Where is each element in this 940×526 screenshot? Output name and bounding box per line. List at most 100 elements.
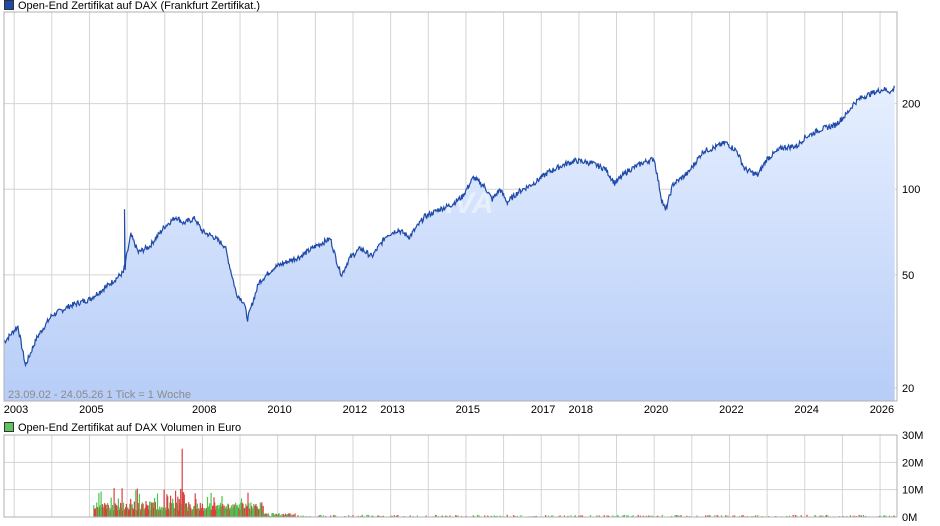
volume-bar bbox=[241, 502, 243, 517]
volume-bar bbox=[194, 493, 196, 517]
volume-bar bbox=[150, 501, 152, 517]
volume-bar bbox=[322, 515, 324, 517]
volume-bar bbox=[255, 503, 257, 517]
price-legend-label: Open-End Zertifikat auf DAX (Frankfurt Z… bbox=[18, 0, 261, 12]
volume-bar bbox=[207, 506, 209, 517]
volume-bar bbox=[686, 515, 688, 517]
volume-bar bbox=[198, 508, 200, 517]
volume-bar bbox=[101, 504, 104, 517]
volume-bar bbox=[465, 515, 467, 517]
volume-bar bbox=[164, 507, 167, 517]
volume-bar bbox=[825, 515, 827, 517]
volume-bar bbox=[132, 508, 134, 517]
volume-bar bbox=[639, 515, 641, 517]
volume-bar bbox=[240, 498, 243, 517]
volume-y-tick-label: 10M bbox=[902, 485, 923, 497]
volume-bar bbox=[680, 515, 682, 517]
volume-bar bbox=[496, 515, 498, 517]
volume-bar bbox=[254, 505, 256, 517]
x-tick-label: 2012 bbox=[343, 404, 367, 416]
volume-grid bbox=[4, 434, 897, 518]
volume-bar bbox=[330, 515, 332, 517]
volume-bar bbox=[100, 491, 102, 517]
volume-bar bbox=[393, 515, 395, 517]
volume-bar bbox=[266, 514, 268, 517]
volume-bar bbox=[164, 509, 166, 517]
volume-bar bbox=[208, 506, 210, 517]
volume-bar bbox=[136, 488, 138, 517]
volume-bar bbox=[425, 515, 427, 517]
volume-bar bbox=[499, 515, 501, 517]
volume-bar bbox=[320, 515, 322, 517]
volume-bar bbox=[204, 510, 206, 517]
volume-bar bbox=[657, 515, 659, 517]
volume-bar bbox=[215, 506, 217, 517]
volume-bar bbox=[126, 507, 128, 517]
volume-bar bbox=[814, 515, 816, 517]
price-y-tick-label: 50 bbox=[902, 270, 914, 282]
volume-bar bbox=[258, 509, 260, 517]
volume-bar bbox=[168, 510, 170, 517]
volume-bar bbox=[849, 515, 851, 517]
volume-bar bbox=[567, 515, 569, 517]
volume-bar bbox=[147, 505, 149, 517]
volume-bar bbox=[225, 508, 227, 517]
volume-bar bbox=[227, 504, 230, 517]
volume-bar bbox=[221, 496, 223, 517]
volume-bar bbox=[104, 503, 106, 517]
volume-bar bbox=[161, 506, 163, 517]
volume-bar bbox=[292, 515, 294, 517]
volume-bar bbox=[228, 508, 230, 517]
volume-bar bbox=[230, 507, 232, 517]
volume-bar bbox=[487, 515, 489, 517]
volume-bar bbox=[180, 488, 182, 517]
volume-bar bbox=[219, 507, 221, 517]
volume-bars bbox=[93, 448, 896, 517]
volume-bar bbox=[239, 509, 241, 517]
volume-bar bbox=[193, 506, 195, 517]
volume-bar bbox=[157, 508, 159, 517]
volume-bar bbox=[149, 510, 151, 517]
volume-bar bbox=[154, 497, 156, 517]
x-tick-label: 2024 bbox=[794, 404, 818, 416]
volume-bar bbox=[819, 515, 821, 517]
price-y-tick-label: 100 bbox=[902, 184, 920, 196]
volume-bar bbox=[117, 510, 119, 517]
volume-bar bbox=[227, 503, 229, 517]
volume-bar bbox=[188, 502, 190, 517]
volume-bar bbox=[175, 502, 177, 517]
volume-bar bbox=[103, 505, 105, 517]
volume-bar bbox=[360, 515, 362, 517]
volume-bar bbox=[95, 508, 97, 517]
volume-bar bbox=[171, 503, 173, 517]
volume-bar bbox=[146, 505, 148, 517]
volume-bar bbox=[133, 501, 135, 517]
volume-bar bbox=[792, 514, 794, 517]
volume-bar bbox=[559, 515, 561, 517]
volume-bar bbox=[333, 515, 335, 517]
volume-bar bbox=[196, 503, 198, 517]
volume-y-tick-label: 30M bbox=[902, 430, 923, 442]
volume-bar bbox=[251, 506, 253, 517]
volume-bar bbox=[224, 507, 226, 517]
volume-bar bbox=[859, 515, 861, 517]
volume-bar bbox=[293, 514, 295, 517]
volume-bar bbox=[137, 509, 139, 517]
volume-bar bbox=[175, 490, 177, 517]
volume-bar bbox=[368, 515, 370, 517]
volume-bar bbox=[99, 507, 101, 517]
volume-bar bbox=[233, 507, 235, 517]
volume-bar bbox=[885, 515, 887, 517]
volume-bar bbox=[860, 515, 862, 517]
volume-bar bbox=[123, 509, 125, 517]
volume-legend-label: Open-End Zertifikat auf DAX Volumen in E… bbox=[18, 422, 242, 434]
volume-bar bbox=[626, 515, 628, 517]
volume-bar bbox=[203, 507, 205, 517]
volume-bar bbox=[191, 509, 193, 517]
volume-bar bbox=[162, 507, 164, 517]
volume-bar bbox=[172, 503, 175, 517]
volume-bar bbox=[115, 505, 117, 517]
volume-bar bbox=[109, 510, 112, 517]
volume-bar bbox=[674, 515, 676, 517]
